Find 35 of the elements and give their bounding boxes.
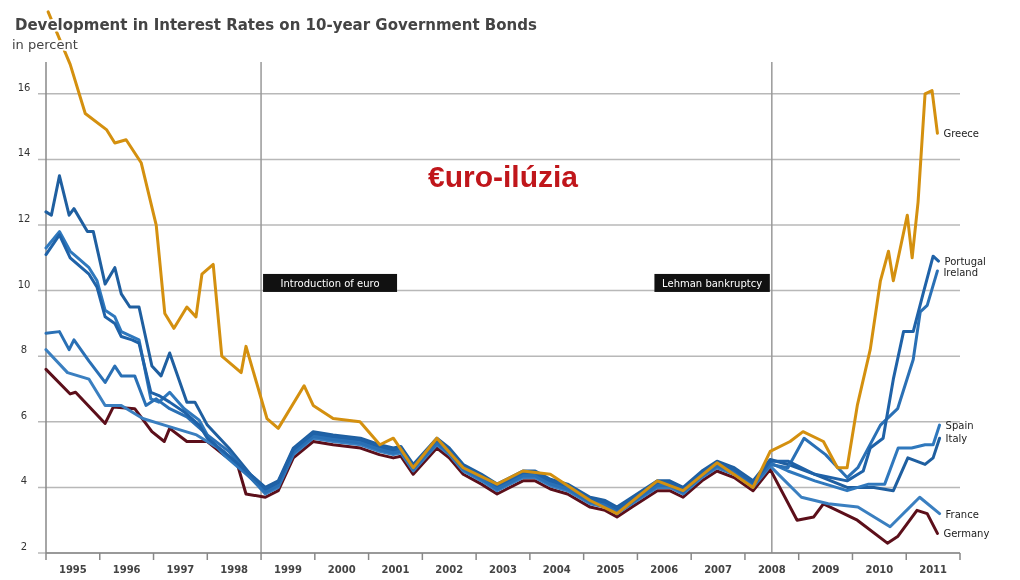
x-tick-label: 2001: [381, 564, 410, 575]
x-tick-label: 2007: [704, 564, 733, 575]
series-label: Spain: [945, 420, 974, 432]
x-tick-label: 2000: [327, 564, 356, 575]
y-tick-label: 4: [20, 475, 28, 487]
y-tick-label: 6: [20, 409, 28, 421]
y-tick-label: 2: [20, 541, 28, 552]
x-tick-label: 2010: [865, 564, 894, 575]
x-tick-label: 2004: [542, 564, 571, 575]
x-tick-label: 2002: [435, 564, 464, 575]
x-tick-label: 1999: [274, 564, 302, 575]
x-tick-label: 2005: [596, 564, 625, 575]
series-label: Italy: [945, 433, 968, 445]
x-tick-label: 1996: [112, 564, 141, 575]
x-tick-label: 2011: [919, 564, 948, 575]
y-tick-label: 12: [17, 213, 31, 225]
y-tick-label: 10: [17, 278, 31, 290]
x-tick-label: 2003: [489, 564, 517, 575]
ref-line-label: Lehman bankruptcy: [662, 277, 763, 289]
x-tick-label: 2009: [811, 564, 840, 575]
y-tick-label: 14: [17, 147, 31, 159]
x-tick-label: 2008: [757, 564, 786, 575]
y-tick-label: 16: [17, 81, 31, 93]
x-tick-label: 1995: [58, 564, 87, 575]
series-label: Portugal: [944, 256, 986, 268]
x-tick-label: 1997: [166, 564, 195, 575]
series-label: Germany: [943, 528, 990, 540]
annotation: €uro-ilúzia: [427, 160, 579, 193]
series-label: Greece: [943, 128, 980, 140]
x-tick-label: 2006: [650, 564, 679, 575]
x-tick-label: 1998: [220, 564, 249, 575]
series-label: France: [945, 508, 979, 520]
series-label: Ireland: [943, 267, 979, 279]
ref-line-label: Introduction of euro: [280, 277, 380, 289]
y-tick-label: 8: [20, 344, 28, 356]
